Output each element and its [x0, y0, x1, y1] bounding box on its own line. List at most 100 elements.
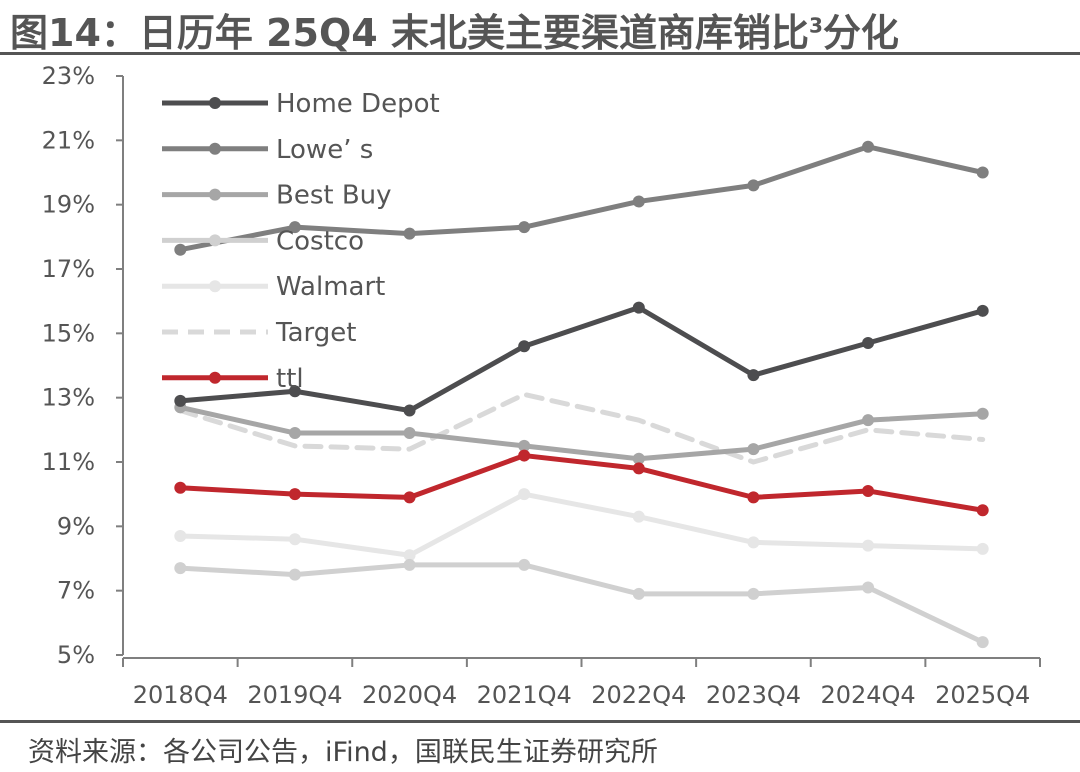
series-line	[177, 491, 986, 558]
series-home-depot	[174, 301, 989, 417]
data-point	[976, 636, 989, 649]
series-line	[177, 453, 986, 513]
data-point	[403, 491, 416, 504]
legend-item: Lowe’ s	[162, 135, 373, 165]
data-point	[632, 195, 645, 208]
y-tick-label: 11%	[42, 448, 95, 476]
data-point	[862, 336, 875, 349]
data-point	[747, 536, 760, 549]
legend-label: ttl	[276, 364, 304, 394]
title-text: 图14：日历年 25Q4 末北美主要渠道商库销比	[10, 11, 809, 55]
legend-marker	[209, 371, 221, 384]
data-point	[862, 140, 875, 153]
y-tick-label: 19%	[42, 191, 95, 219]
data-point	[976, 542, 989, 555]
data-point	[632, 462, 645, 475]
data-point	[518, 488, 531, 501]
data-point	[976, 304, 989, 317]
y-tick-label: 7%	[57, 577, 95, 605]
top-divider	[0, 52, 1080, 55]
legend-marker	[209, 188, 221, 201]
title-suffix: 分化	[822, 11, 899, 55]
data-point	[403, 558, 416, 571]
series-line	[177, 562, 986, 645]
series-line	[177, 391, 986, 465]
title-superscript: 3	[808, 13, 823, 38]
data-point	[174, 394, 187, 407]
legend-marker	[209, 234, 221, 247]
data-point	[632, 301, 645, 314]
data-point	[518, 439, 531, 452]
data-point	[518, 449, 531, 462]
data-point	[403, 427, 416, 440]
series-costco	[174, 558, 989, 649]
series-best-buy	[174, 401, 989, 465]
data-point	[632, 587, 645, 600]
x-tick-label: 2022Q4	[591, 681, 686, 709]
legend-label: Walmart	[276, 272, 385, 302]
data-point	[174, 529, 187, 542]
series-ttl	[174, 449, 989, 517]
data-point	[862, 581, 875, 594]
data-point	[403, 549, 416, 562]
data-point	[747, 491, 760, 504]
series-target	[177, 391, 986, 465]
series-line	[177, 404, 986, 462]
data-point	[403, 404, 416, 417]
data-point	[862, 414, 875, 427]
legend-item: Walmart	[162, 272, 385, 302]
data-point	[518, 221, 531, 234]
series-line	[177, 144, 986, 253]
data-point	[288, 221, 301, 234]
data-point	[976, 504, 989, 517]
bottom-divider	[0, 720, 1080, 723]
data-point	[288, 533, 301, 546]
legend-item: Best Buy	[162, 181, 392, 211]
data-point	[632, 510, 645, 523]
source-note: 资料来源：各公司公告，iFind，国联民生证券研究所	[28, 737, 658, 768]
legend-marker	[209, 97, 221, 109]
data-point	[976, 407, 989, 420]
data-point	[862, 539, 875, 552]
chart-title: 图14：日历年 25Q4 末北美主要渠道商库销比3分化	[10, 2, 899, 57]
data-point	[862, 484, 875, 497]
x-tick-label: 2024Q4	[820, 681, 915, 709]
x-tick-label: 2019Q4	[247, 681, 342, 709]
y-tick-label: 23%	[42, 62, 95, 90]
legend-marker	[209, 142, 221, 155]
series-walmart	[174, 488, 989, 562]
x-tick-label: 2025Q4	[935, 681, 1030, 709]
data-point	[747, 179, 760, 192]
data-point	[747, 587, 760, 600]
legend-label: Lowe’ s	[276, 135, 373, 165]
legend-marker	[209, 280, 221, 293]
data-point	[518, 340, 531, 353]
legend-label: Target	[275, 318, 356, 348]
legend-item: ttl	[162, 364, 304, 394]
series-lowe-s	[174, 140, 989, 256]
data-point	[747, 369, 760, 382]
data-point	[288, 488, 301, 501]
x-tick-label: 2018Q4	[133, 681, 228, 709]
data-point	[174, 243, 187, 256]
data-point	[403, 227, 416, 240]
data-point	[174, 562, 187, 575]
legend-item: Costco	[162, 226, 364, 256]
line-chart: 23% 21% 19% 17% 15% 13% 11% 9% 7% 5% 2018Q4 2019Q4 2…	[42, 62, 1041, 709]
data-point	[976, 166, 989, 179]
data-point	[174, 481, 187, 494]
y-tick-label: 15%	[42, 319, 95, 347]
y-tick-label: 17%	[42, 255, 95, 283]
series-line	[177, 305, 986, 414]
y-tick-label: 9%	[57, 512, 95, 540]
x-tick-label: 2023Q4	[706, 681, 801, 709]
x-tick-label: 2020Q4	[362, 681, 457, 709]
data-point	[288, 427, 301, 440]
data-point	[632, 452, 645, 465]
legend-label: Home Depot	[276, 89, 440, 119]
legend-label: Best Buy	[276, 181, 392, 211]
y-tick-label: 13%	[42, 384, 95, 412]
x-tick-label: 2021Q4	[477, 681, 572, 709]
data-point	[288, 568, 301, 581]
legend-item: Target	[162, 318, 356, 348]
